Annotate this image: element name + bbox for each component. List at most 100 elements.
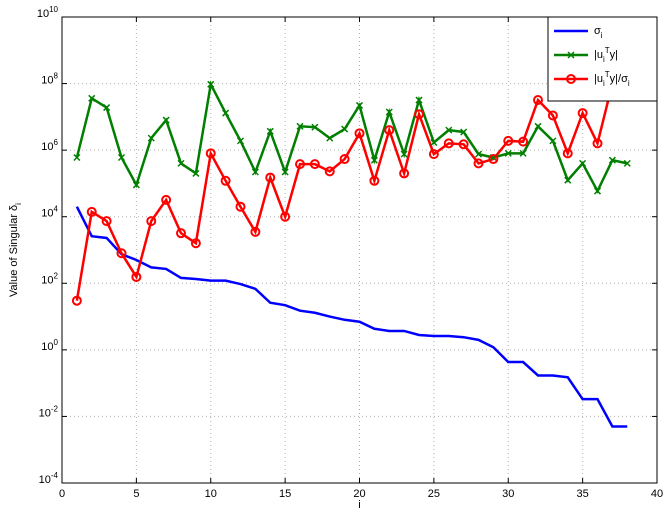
marker — [370, 156, 378, 164]
marker — [311, 123, 319, 131]
marker — [519, 149, 527, 157]
x-tick-label: 30 — [502, 488, 514, 500]
legend-marker — [567, 51, 575, 59]
x-axis-label: i — [358, 499, 360, 511]
line — [75, 206, 628, 428]
marker — [101, 216, 112, 227]
marker — [281, 168, 289, 176]
x-tick-label: 20 — [353, 488, 365, 500]
marker — [265, 172, 276, 183]
y-tick-label: 1010 — [37, 5, 59, 20]
marker — [474, 150, 483, 158]
marker — [460, 128, 468, 136]
marker — [443, 138, 454, 149]
legend-marker — [566, 74, 576, 84]
y-tick-label: 102 — [41, 271, 58, 286]
marker — [280, 211, 291, 222]
marker — [579, 159, 587, 167]
y-tick-label: 10-4 — [39, 471, 59, 486]
marker — [592, 138, 603, 149]
marker — [161, 194, 172, 205]
legend-label: |uiTy|/σi — [594, 70, 630, 88]
marker — [205, 148, 216, 159]
y-tick-label: 104 — [41, 204, 58, 219]
x-tick-label: 0 — [59, 488, 65, 500]
y-tick-label: 108 — [41, 71, 58, 86]
marker — [562, 148, 573, 159]
series — [75, 80, 628, 194]
marker — [132, 181, 140, 189]
marker — [147, 134, 155, 142]
series — [75, 206, 628, 428]
marker — [324, 166, 335, 177]
marker — [415, 96, 423, 104]
marker — [207, 80, 215, 88]
marker — [176, 228, 186, 239]
y-tick-label: 106 — [41, 138, 58, 153]
marker — [458, 139, 469, 150]
marker — [296, 122, 304, 130]
y-tick-label: 100 — [41, 337, 58, 352]
marker — [504, 149, 512, 157]
legend-label: |uiTy| — [594, 46, 618, 64]
marker — [116, 248, 127, 259]
marker — [266, 127, 274, 135]
marker — [428, 149, 439, 160]
marker — [564, 176, 572, 184]
marker — [445, 126, 453, 134]
marker — [177, 159, 185, 167]
marker — [593, 187, 602, 195]
marker — [88, 94, 96, 102]
marker — [192, 169, 200, 177]
x-tick-label: 15 — [279, 488, 291, 500]
marker — [533, 95, 543, 106]
marker — [117, 153, 126, 162]
marker — [354, 128, 365, 139]
marker — [339, 154, 350, 165]
x-tick-label: 10 — [205, 488, 217, 500]
marker — [131, 271, 142, 282]
marker — [355, 101, 364, 109]
marker — [399, 168, 410, 179]
marker — [220, 175, 231, 186]
y-axis-label: Value of Singular δi — [8, 203, 23, 297]
marker — [250, 226, 261, 237]
marker — [488, 154, 499, 165]
x-tick-label: 35 — [577, 488, 589, 500]
marker — [146, 216, 157, 227]
marker — [608, 156, 616, 164]
plot-frame — [61, 16, 658, 484]
marker — [384, 125, 395, 136]
marker — [623, 159, 631, 167]
marker — [518, 136, 529, 147]
marker — [534, 122, 542, 130]
marker — [369, 175, 380, 186]
marker — [73, 153, 81, 162]
marker — [103, 104, 111, 112]
x-tick-label: 5 — [133, 488, 139, 500]
marker — [295, 159, 305, 170]
marker — [503, 135, 514, 146]
marker — [473, 158, 484, 169]
marker — [251, 168, 259, 176]
marker — [235, 201, 246, 212]
series — [75, 82, 628, 301]
marker — [71, 295, 82, 306]
marker — [190, 238, 201, 249]
marker — [400, 150, 408, 158]
marker — [326, 134, 334, 142]
line — [75, 82, 628, 301]
legend-label: σi — [594, 25, 603, 40]
marker — [236, 137, 245, 145]
marker — [86, 206, 97, 217]
marker — [430, 138, 438, 147]
marker — [309, 159, 320, 170]
marker — [385, 108, 393, 116]
x-tick-label: 40 — [651, 488, 663, 500]
marker — [162, 116, 170, 124]
marker — [414, 109, 424, 120]
marker — [549, 137, 557, 145]
marker — [341, 125, 349, 133]
marker — [222, 109, 230, 117]
marker — [547, 110, 558, 121]
